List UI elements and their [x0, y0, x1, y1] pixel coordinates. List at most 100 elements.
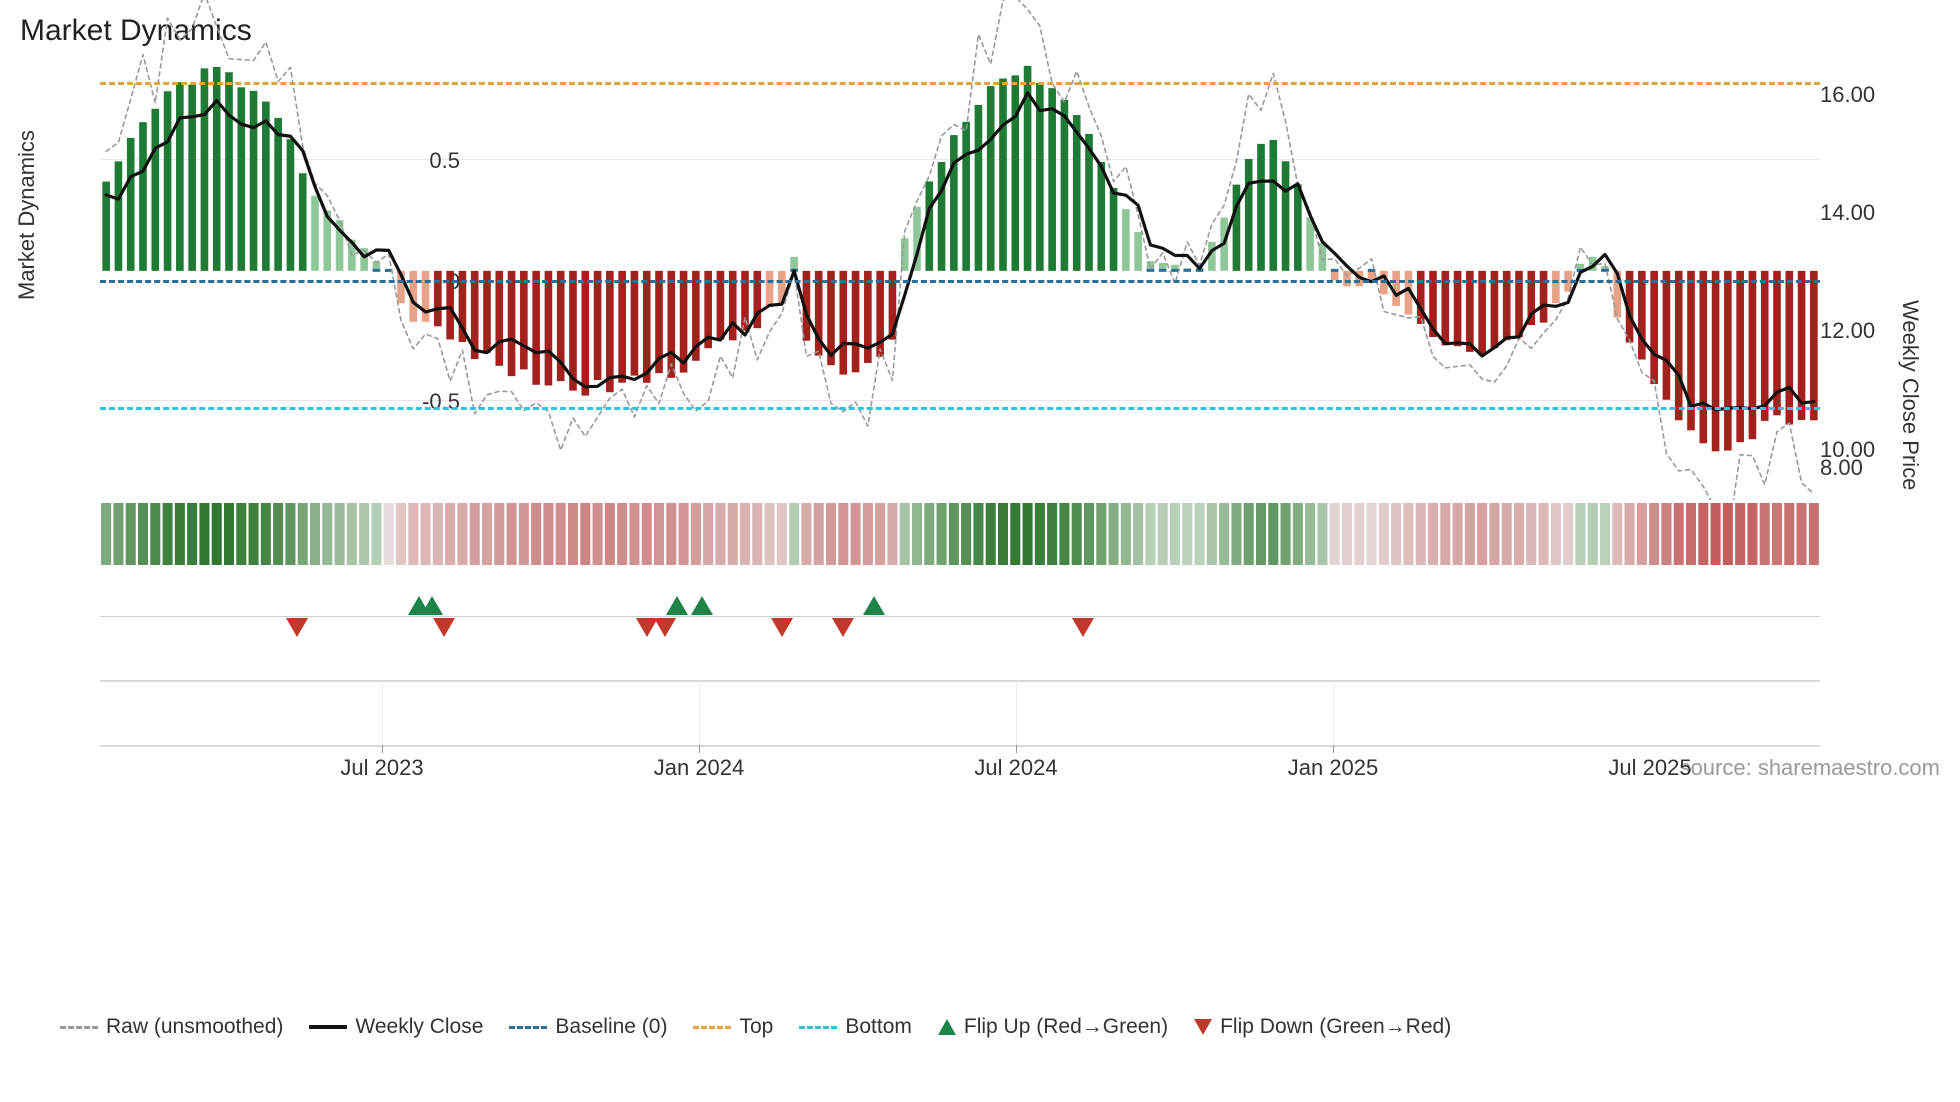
dynamics-bar[interactable] [1724, 271, 1732, 451]
regime-strip-segment[interactable] [998, 503, 1008, 565]
regime-strip-segment[interactable] [617, 503, 627, 565]
dynamics-bar[interactable] [667, 271, 675, 378]
dynamics-bar[interactable] [1257, 144, 1265, 271]
regime-strip-segment[interactable] [1170, 503, 1180, 565]
legend-item-flip-up[interactable]: Flip Up (Red→Green) [938, 1015, 1168, 1039]
dynamics-bar[interactable] [1048, 88, 1056, 271]
regime-strip-segment[interactable] [875, 503, 885, 565]
dynamics-bar[interactable] [1097, 162, 1105, 271]
regime-strip-segment[interactable] [666, 503, 676, 565]
legend-item-raw[interactable]: Raw (unsmoothed) [60, 1015, 283, 1039]
regime-strip-segment[interactable] [1256, 503, 1266, 565]
regime-strip-segment[interactable] [519, 503, 529, 565]
regime-strip-segment[interactable] [973, 503, 983, 565]
dynamics-bar[interactable] [545, 271, 553, 386]
dynamics-bar[interactable] [299, 173, 307, 271]
regime-strip-segment[interactable] [1600, 503, 1610, 565]
dynamics-bar[interactable] [164, 91, 172, 271]
regime-strip-segment[interactable] [236, 503, 246, 565]
regime-strip-segment[interactable] [1637, 503, 1647, 565]
dynamics-bar[interactable] [631, 271, 639, 376]
dynamics-bar[interactable] [606, 271, 614, 392]
dynamics-bar[interactable] [250, 91, 258, 271]
dynamics-bar[interactable] [999, 78, 1007, 270]
regime-strip-segment[interactable] [838, 503, 848, 565]
dynamics-bar[interactable] [176, 82, 184, 271]
regime-strip-segment[interactable] [1379, 503, 1389, 565]
regime-strip-segment[interactable] [1367, 503, 1377, 565]
regime-strip-segment[interactable] [556, 503, 566, 565]
regime-strip-segment[interactable] [728, 503, 738, 565]
regime-strip-segment[interactable] [1416, 503, 1426, 565]
regime-strip-segment[interactable] [1551, 503, 1561, 565]
regime-strip-segment[interactable] [494, 503, 504, 565]
regime-strip-segment[interactable] [887, 503, 897, 565]
regime-strip-segment[interactable] [1489, 503, 1499, 565]
regime-strip-segment[interactable] [1403, 503, 1413, 565]
regime-strip-segment[interactable] [384, 503, 394, 565]
dynamics-bar[interactable] [508, 271, 516, 376]
dynamics-bar[interactable] [115, 161, 123, 270]
regime-strip-segment[interactable] [150, 503, 160, 565]
regime-strip-segment[interactable] [543, 503, 553, 565]
regime-strip-segment[interactable] [175, 503, 185, 565]
regime-strip-segment[interactable] [507, 503, 517, 565]
regime-strip-segment[interactable] [445, 503, 455, 565]
dynamics-bar[interactable] [839, 271, 847, 375]
flip-up-marker[interactable] [666, 596, 688, 615]
dynamics-bar[interactable] [1663, 271, 1671, 400]
regime-strip-segment[interactable] [1428, 503, 1438, 565]
regime-strip-segment[interactable] [900, 503, 910, 565]
dynamics-bar[interactable] [1478, 271, 1486, 356]
regime-strip-segment[interactable] [740, 503, 750, 565]
regime-strip-segment[interactable] [126, 503, 136, 565]
regime-strip-segment[interactable] [1661, 503, 1671, 565]
regime-strip-segment[interactable] [629, 503, 639, 565]
dynamics-bar[interactable] [1712, 271, 1720, 451]
regime-strip-segment[interactable] [1305, 503, 1315, 565]
flip-down-marker[interactable] [832, 618, 854, 637]
dynamics-bar[interactable] [274, 118, 282, 271]
regime-strip-segment[interactable] [654, 503, 664, 565]
regime-strip-segment[interactable] [715, 503, 725, 565]
dynamics-bar[interactable] [790, 257, 798, 271]
flip-up-marker[interactable] [421, 596, 443, 615]
regime-strip-segment[interactable] [1588, 503, 1598, 565]
regime-strip-segment[interactable] [1453, 503, 1463, 565]
regime-strip-segment[interactable] [347, 503, 357, 565]
regime-strip-segment[interactable] [335, 503, 345, 565]
legend-item-weekly-close[interactable]: Weekly Close [309, 1015, 483, 1039]
regime-strip-segment[interactable] [642, 503, 652, 565]
dynamics-bar[interactable] [532, 271, 540, 385]
dynamics-bar[interactable] [1011, 75, 1019, 270]
regime-strip-segment[interactable] [408, 503, 418, 565]
dynamics-bar[interactable] [1810, 271, 1818, 420]
flip-down-marker[interactable] [433, 618, 455, 637]
regime-strip-segment[interactable] [568, 503, 578, 565]
dynamics-bar[interactable] [1294, 185, 1302, 271]
regime-strip-segment[interactable] [1526, 503, 1536, 565]
dynamics-bar[interactable] [127, 138, 135, 271]
regime-strip-segment[interactable] [1797, 503, 1807, 565]
flip-down-marker[interactable] [286, 618, 308, 637]
regime-strip-segment[interactable] [1145, 503, 1155, 565]
regime-strip-segment[interactable] [1747, 503, 1757, 565]
dynamics-bar[interactable] [151, 109, 159, 271]
regime-strip-segment[interactable] [1440, 503, 1450, 565]
regime-strip-segment[interactable] [396, 503, 406, 565]
regime-strip-segment[interactable] [470, 503, 480, 565]
regime-strip-segment[interactable] [580, 503, 590, 565]
regime-strip-segment[interactable] [273, 503, 283, 565]
regime-strip-segment[interactable] [199, 503, 209, 565]
dynamics-bar[interactable] [1331, 271, 1339, 280]
regime-strip-segment[interactable] [765, 503, 775, 565]
regime-strip-segment[interactable] [224, 503, 234, 565]
regime-strip-segment[interactable] [1477, 503, 1487, 565]
regime-strip-segment[interactable] [691, 503, 701, 565]
regime-strip-segment[interactable] [863, 503, 873, 565]
regime-strip-segment[interactable] [1293, 503, 1303, 565]
regime-strip-segment[interactable] [359, 503, 369, 565]
dynamics-bar[interactable] [201, 68, 209, 270]
regime-strip-segment[interactable] [113, 503, 123, 565]
regime-strip-segment[interactable] [1244, 503, 1254, 565]
